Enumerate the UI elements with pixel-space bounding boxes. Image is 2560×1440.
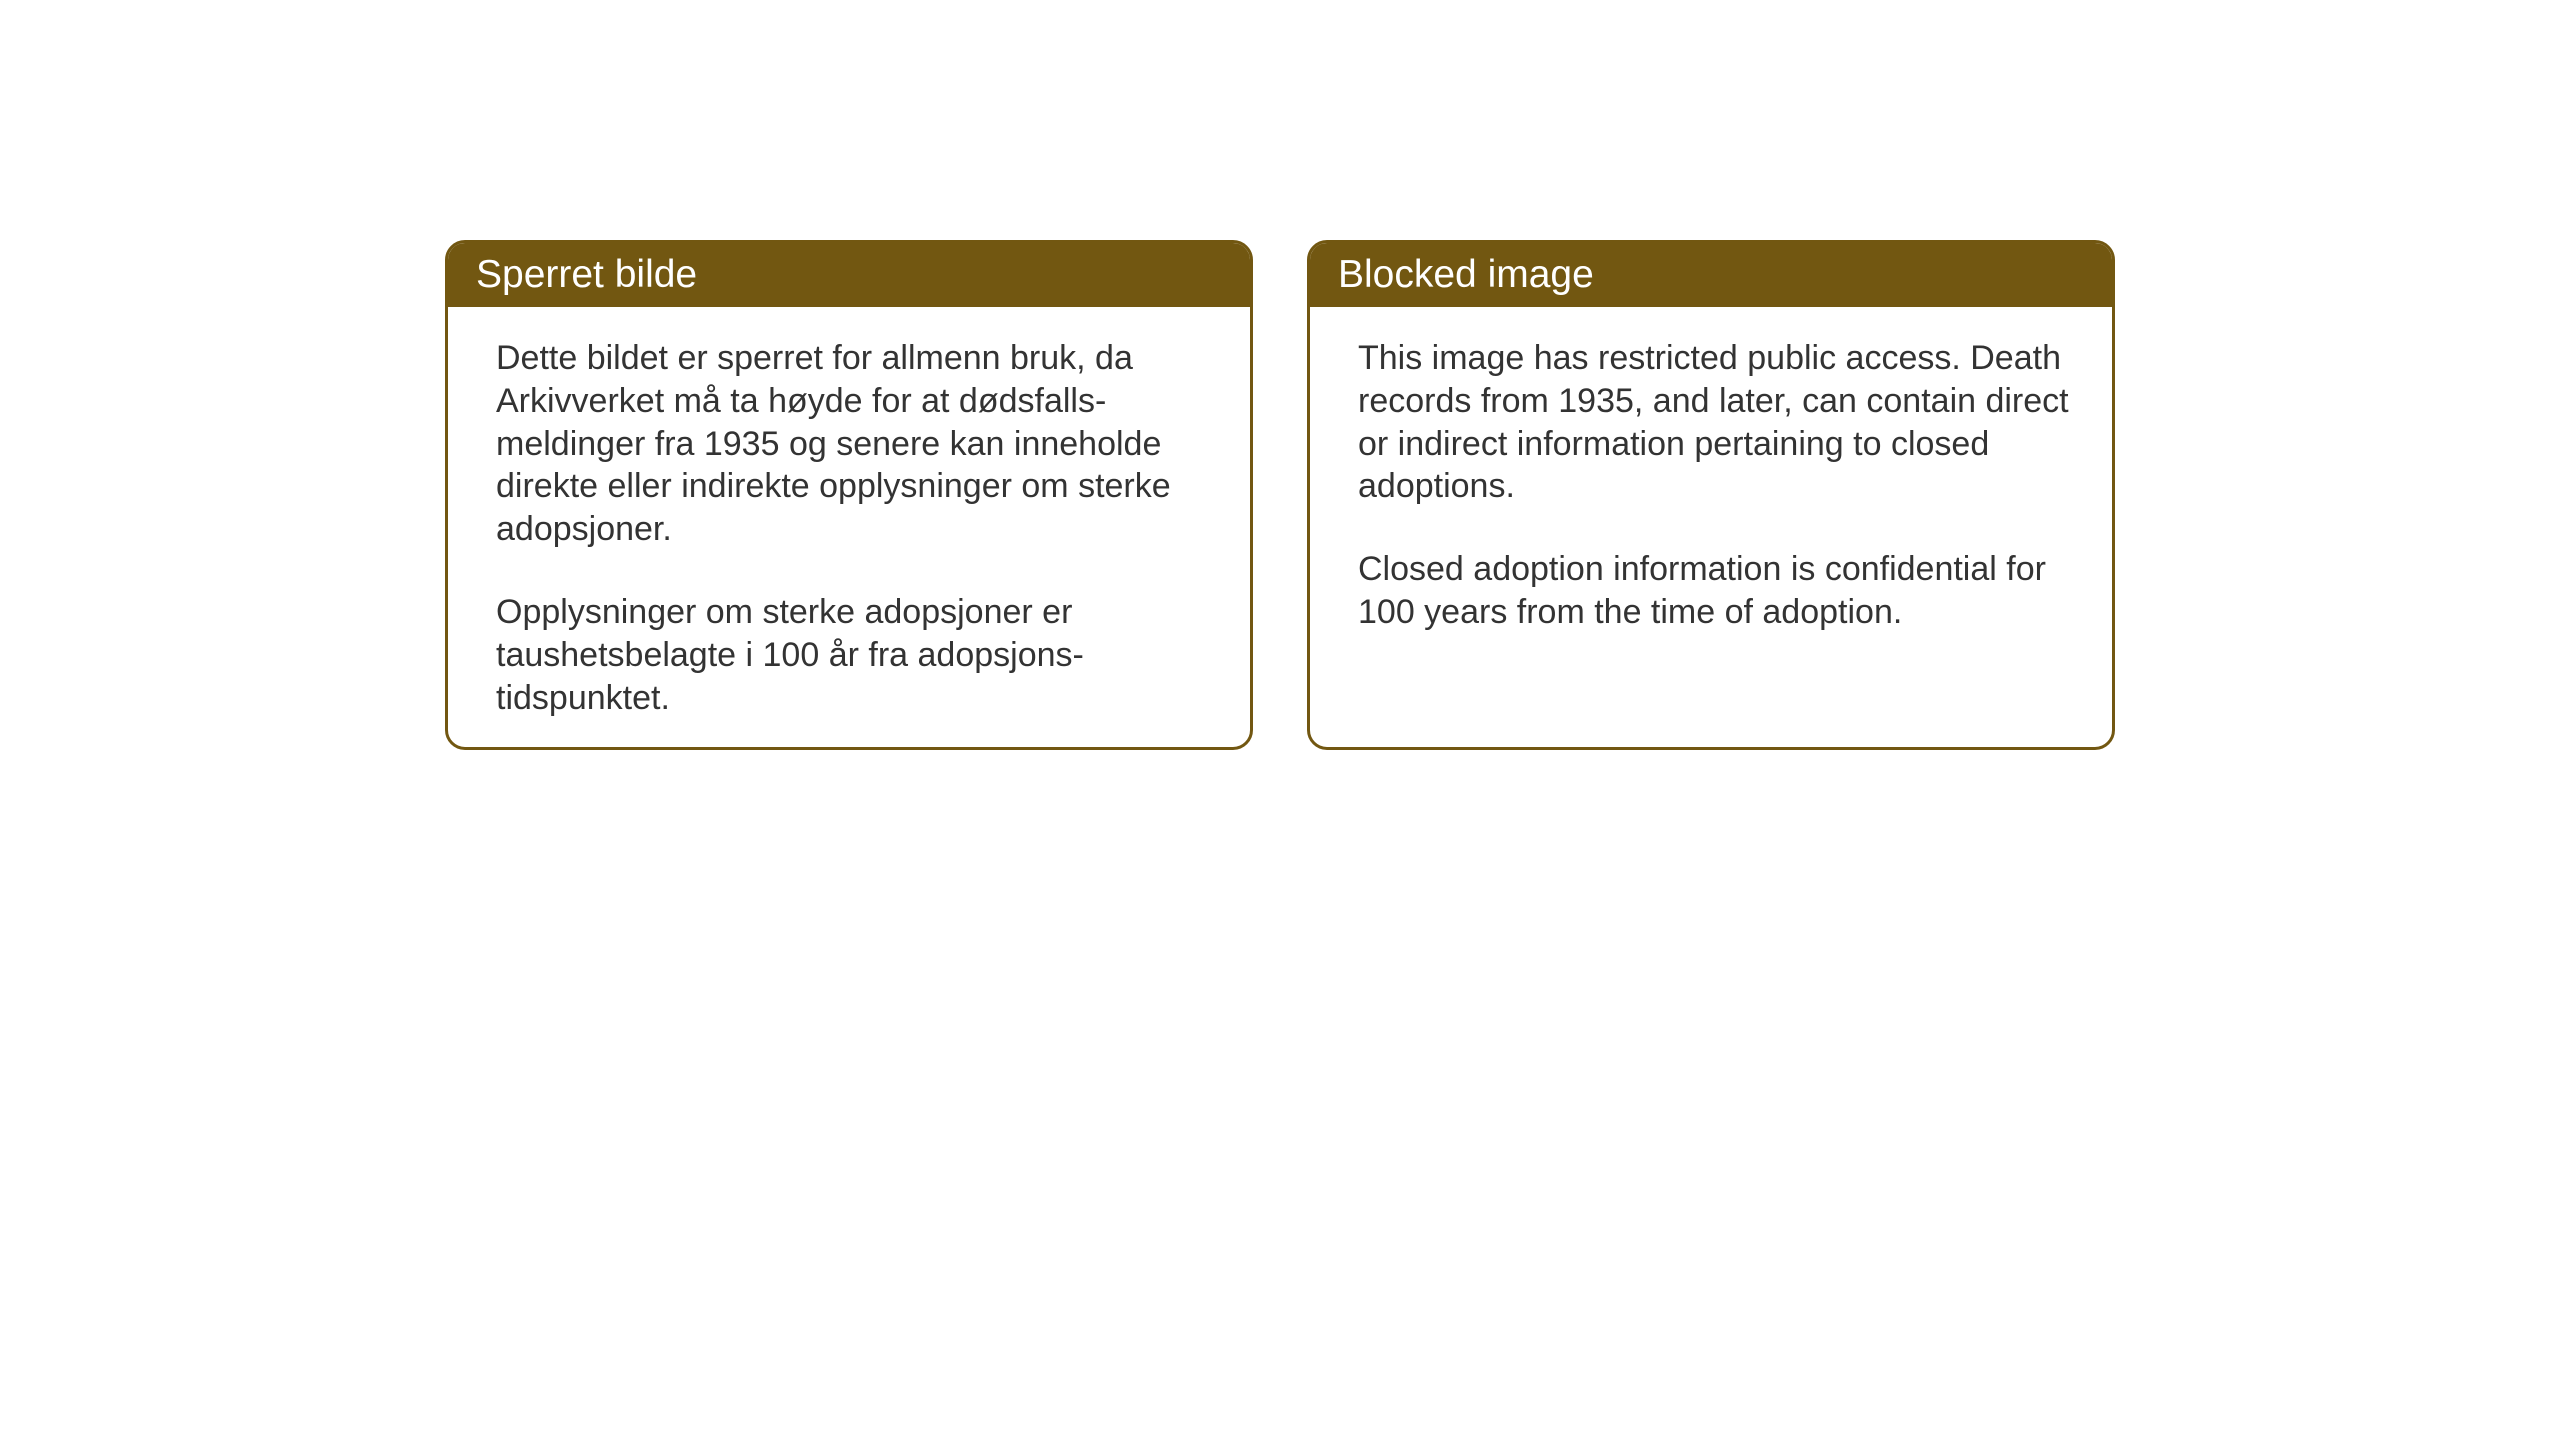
card-norwegian-header: Sperret bilde [448,243,1250,307]
card-english-body: This image has restricted public access.… [1310,307,2112,664]
card-norwegian-body: Dette bildet er sperret for allmenn bruk… [448,307,1250,750]
card-norwegian: Sperret bilde Dette bildet er sperret fo… [445,240,1253,750]
card-english-header: Blocked image [1310,243,2112,307]
card-norwegian-title: Sperret bilde [476,253,697,296]
card-english-paragraph-2: Closed adoption information is confident… [1358,548,2070,634]
card-english: Blocked image This image has restricted … [1307,240,2115,750]
card-norwegian-paragraph-2: Opplysninger om sterke adopsjoner er tau… [496,591,1208,719]
card-english-title: Blocked image [1338,253,1594,296]
card-norwegian-paragraph-1: Dette bildet er sperret for allmenn bruk… [496,337,1208,551]
cards-container: Sperret bilde Dette bildet er sperret fo… [445,240,2115,750]
card-english-paragraph-1: This image has restricted public access.… [1358,337,2070,508]
